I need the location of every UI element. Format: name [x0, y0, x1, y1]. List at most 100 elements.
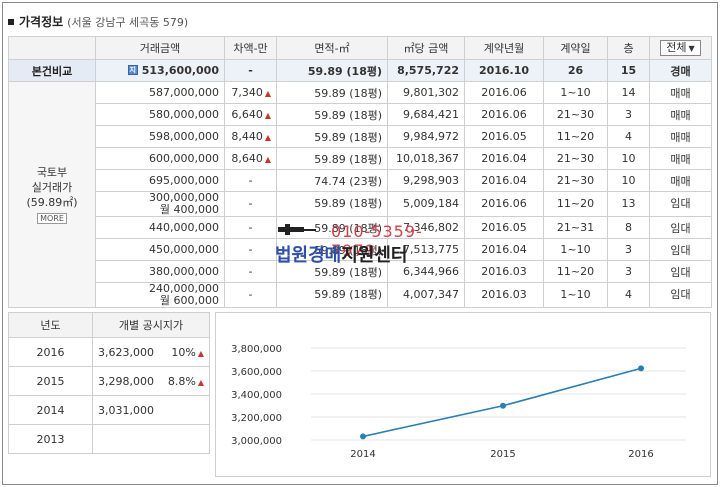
row-per-m2: 9,298,903	[387, 169, 465, 192]
row-area: 59.89 (18평)	[276, 260, 388, 283]
row-ym: 2016.04	[464, 169, 544, 192]
row-area: 59.89 (18평)	[276, 81, 388, 104]
row-type: 매매	[649, 81, 712, 104]
row-per-m2: 9,801,302	[387, 81, 465, 104]
row-type: 매매	[649, 147, 712, 170]
row-area: 59.89 (18평)	[276, 147, 388, 170]
y-tick-label: 3,600,000	[231, 367, 282, 378]
row-day: 1~10	[543, 81, 608, 104]
y-tick-label: 3,000,000	[231, 436, 282, 447]
square-bullet-icon	[8, 18, 14, 25]
header-diff: 차액-만	[224, 36, 277, 60]
land-price-value: 3,298,000 8.8% ▲	[92, 366, 210, 396]
filter-cell: 전체 ▼	[649, 36, 712, 60]
x-tick-label: 2014	[350, 449, 375, 460]
row-diff: 8,640 ▲	[224, 147, 277, 170]
row-floor: 8	[607, 216, 650, 239]
row-per-m2: 5,009,184	[387, 191, 465, 217]
y-tick-label: 3,400,000	[231, 390, 282, 401]
row-floor: 4	[607, 125, 650, 148]
up-triangle-icon: ▲	[197, 348, 204, 358]
row-ym: 2016.04	[464, 238, 544, 261]
land-price-year: 2016	[8, 337, 93, 367]
row-area: 59.89 (18평)	[276, 216, 388, 239]
row-day: 21~31	[543, 216, 608, 239]
row-day: 1~10	[543, 238, 608, 261]
land-price-year: 2014	[8, 395, 93, 425]
table-row: 240,000,000 월 600,000-59.89 (18평) 4,007,34…	[9, 282, 712, 308]
up-triangle-icon: ▲	[264, 111, 271, 120]
row-price: 580,000,000	[95, 103, 225, 126]
section-header: 가격정보 (서울 강남구 세곡동 579)	[8, 14, 188, 30]
row-floor: 4	[607, 282, 650, 308]
header-contract-day: 계약일	[543, 36, 608, 60]
table-row: 300,000,000 월 400,000-59.89 (18평) 5,009,18…	[9, 191, 712, 217]
row-price: 587,000,000	[95, 81, 225, 104]
data-point[interactable]	[500, 402, 506, 409]
row-diff: -	[224, 191, 277, 217]
row-area: 59.89 (18평)	[276, 238, 388, 261]
row-floor: 3	[607, 103, 650, 126]
y-tick-label: 3,200,000	[231, 413, 282, 424]
map-icon[interactable]: 지	[127, 65, 138, 75]
base-row-area: 59.89 (18평)	[276, 59, 388, 82]
land-price-year: 2013	[8, 424, 93, 454]
up-triangle-icon: ▲	[264, 133, 271, 142]
row-diff: -	[224, 216, 277, 239]
row-price: 380,000,000	[95, 260, 225, 283]
row-floor: 10	[607, 169, 650, 192]
row-day: 1~10	[543, 282, 608, 308]
header-area: 면적-㎡	[276, 36, 388, 60]
row-ym: 2016.05	[464, 125, 544, 148]
row-price: 240,000,000 월 600,000	[95, 282, 225, 308]
type-filter-select[interactable]: 전체 ▼	[660, 40, 701, 56]
section-title: 가격정보	[19, 15, 64, 29]
type-filter-value: 전체	[666, 41, 687, 54]
section-address: (서울 강남구 세곡동 579)	[67, 16, 189, 29]
more-button[interactable]: MORE	[37, 212, 67, 224]
up-triangle-icon: ▲	[197, 377, 204, 387]
row-per-m2: 7,513,775	[387, 238, 465, 261]
land-price-table: 년도 개별 공시지가 2016 3,623,000 10% ▲ 2015 3,298,00…	[8, 312, 210, 454]
header-land-price: 개별 공시지가	[92, 312, 210, 338]
row-type: 임대	[649, 216, 712, 239]
row-price: 695,000,000	[95, 169, 225, 192]
row-floor: 3	[607, 238, 650, 261]
header-year: 년도	[8, 312, 93, 338]
land-price-row: 2016 3,623,000 10% ▲	[8, 337, 210, 367]
data-point[interactable]	[638, 365, 644, 372]
row-ym: 2016.05	[464, 216, 544, 239]
header-price: 거래금액	[95, 36, 225, 60]
row-type: 임대	[649, 260, 712, 283]
data-point[interactable]	[360, 433, 366, 440]
row-ym: 2016.04	[464, 147, 544, 170]
land-price-value: 3,623,000 10% ▲	[92, 337, 210, 367]
row-diff: -	[224, 169, 277, 192]
row-per-m2: 9,684,421	[387, 103, 465, 126]
row-diff: -	[224, 260, 277, 283]
x-tick-label: 2016	[628, 449, 653, 460]
row-per-m2: 7,346,802	[387, 216, 465, 239]
row-per-m2: 9,984,972	[387, 125, 465, 148]
row-type: 매매	[649, 125, 712, 148]
header-contract-month: 계약년월	[464, 36, 544, 60]
row-price: 300,000,000 월 400,000	[95, 191, 225, 217]
series-line	[362, 367, 642, 438]
row-day: 11~20	[543, 260, 608, 283]
row-type: 임대	[649, 282, 712, 308]
row-ym: 2016.06	[464, 81, 544, 104]
row-price: 600,000,000	[95, 147, 225, 170]
table-header-row: 거래금액 차액-만 면적-㎡ ㎡당 금액 계약년월 계약일 층 전체 ▼	[8, 36, 712, 60]
header-per-m2: ㎡당 금액	[387, 36, 465, 60]
row-day: 11~20	[543, 191, 608, 217]
land-price-value: 3,031,000	[92, 395, 210, 425]
table-row: 450,000,000-59.89 (18평) 7,513,775 2016.04 1…	[9, 238, 712, 261]
base-row-per-m2: 8,575,722	[387, 59, 465, 82]
row-monthly-rent: 월 600,000	[159, 294, 219, 307]
x-tick-label: 2015	[490, 449, 515, 460]
row-area: 59.89 (18평)	[276, 191, 388, 217]
base-comparison-row: 본건비교 지 513,600,000 - 59.89 (18평) 8,575,72…	[8, 59, 712, 82]
up-triangle-icon: ▲	[264, 155, 271, 164]
y-tick-label: 3,800,000	[231, 344, 282, 355]
row-price: 450,000,000	[95, 238, 225, 261]
